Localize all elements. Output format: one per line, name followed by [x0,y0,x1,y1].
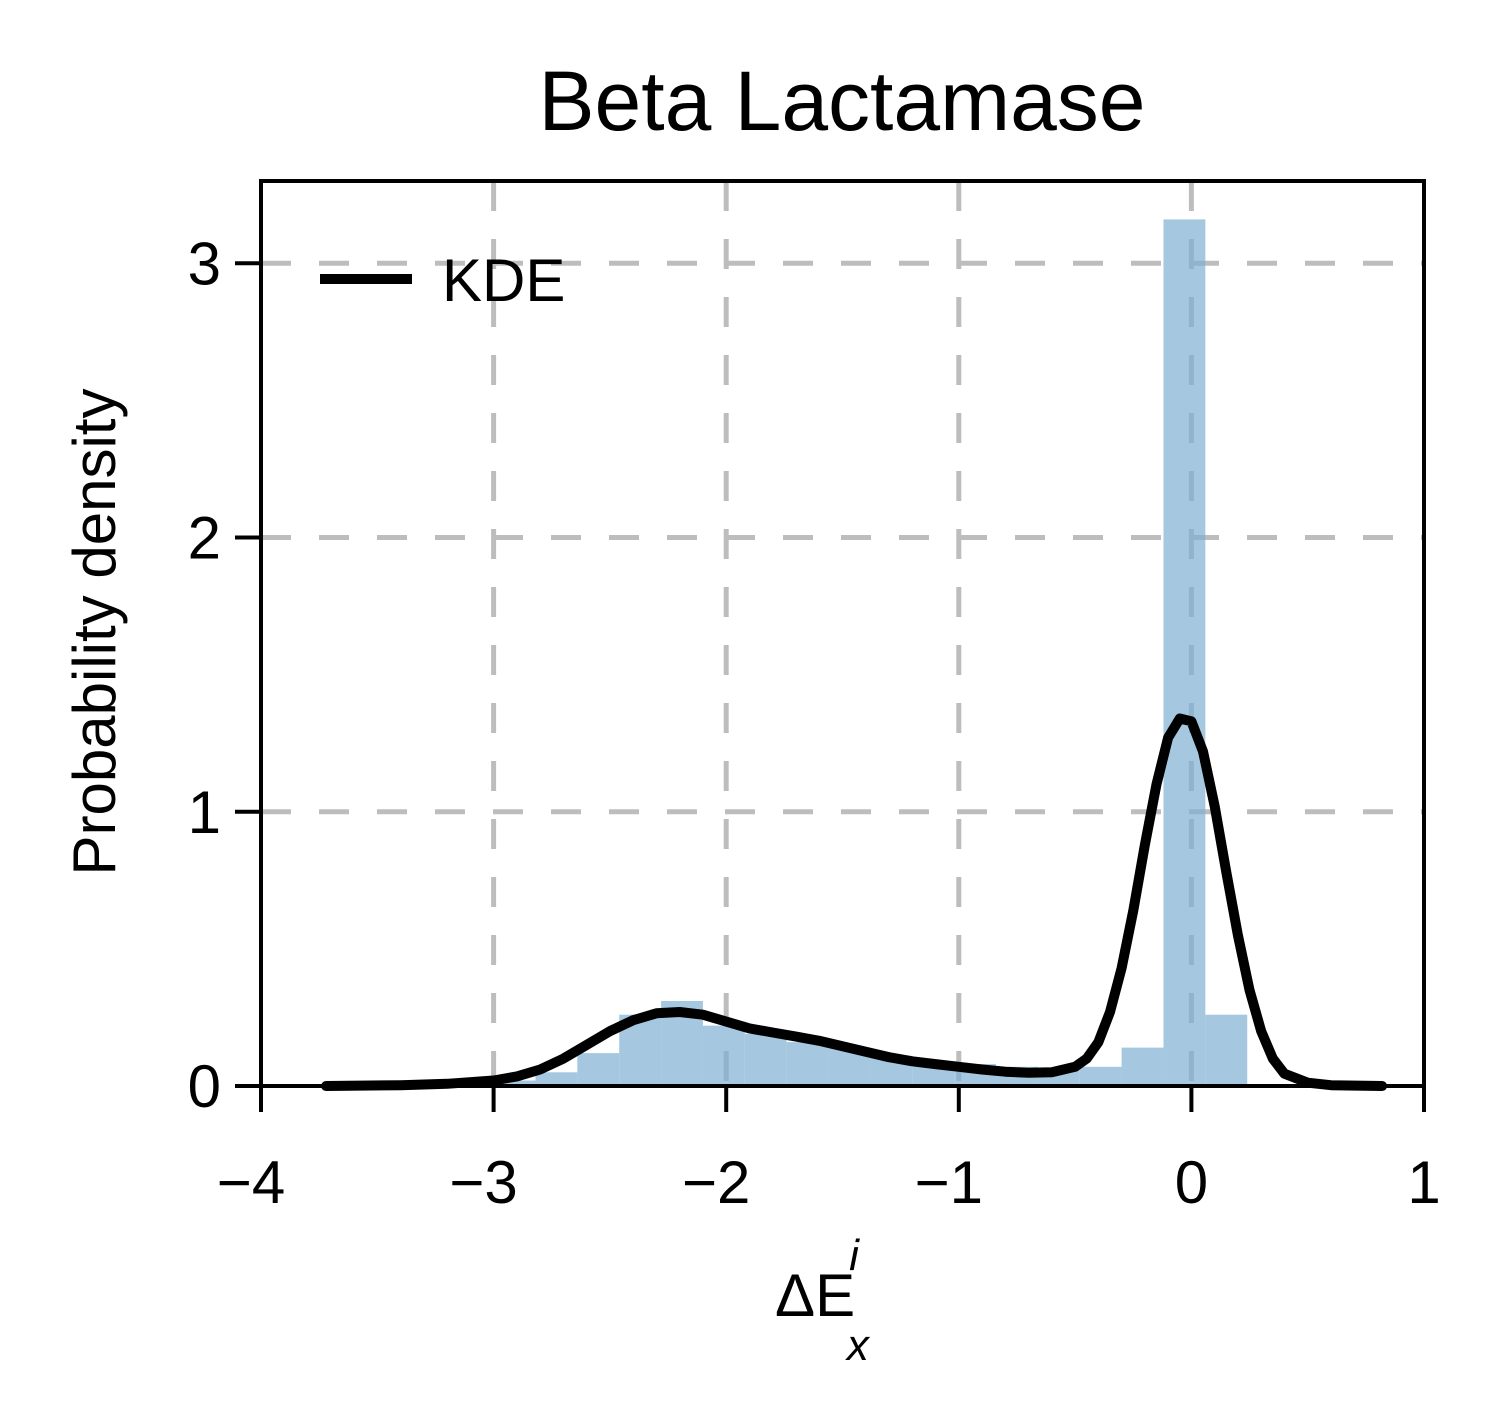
y-tick-label: 3 [188,230,221,297]
x-tick-label: 1 [1407,1149,1440,1216]
grid [261,181,1424,1086]
histogram-bar [702,1025,745,1086]
x-tick-label: −4 [217,1149,285,1216]
kde-layer [321,713,1388,1091]
x-axis: −4 −3 −2 −1 0 1 [217,1086,1441,1216]
x-axis-label-superscript: i [849,1231,860,1280]
histogram-bar [1163,219,1206,1087]
x-tick-label: −2 [682,1149,750,1216]
chart-title: Beta Lactamase [538,54,1145,148]
x-tick-label: −3 [449,1149,517,1216]
histogram-bar [786,1042,829,1086]
plot-frame [259,179,1426,1088]
histogram-bar [1079,1066,1122,1086]
histogram-bar [535,1072,578,1086]
y-axis: 0 1 2 3 [188,230,261,1120]
histogram-bars [326,219,1248,1087]
y-tick-label: 2 [188,505,221,572]
histogram-bar [1205,1014,1248,1086]
histogram-bar [577,1053,620,1086]
histogram-bar [1121,1047,1164,1086]
y-tick-label: 1 [188,779,221,846]
histogram-bar [744,1033,787,1086]
legend: KDE [320,247,565,314]
x-axis-label-subscript: x [845,1321,871,1370]
x-tick-label: 0 [1175,1149,1208,1216]
kde-line [321,713,1388,1091]
x-tick-label: −1 [915,1149,983,1216]
y-tick-label: 0 [188,1053,221,1120]
x-axis-label: ΔEi x [775,1231,871,1370]
y-axis-label: Probability density [61,389,128,876]
histogram-bar [493,1080,536,1086]
legend-kde-label: KDE [442,247,565,314]
x-axis-label-base: ΔE [775,1262,855,1329]
